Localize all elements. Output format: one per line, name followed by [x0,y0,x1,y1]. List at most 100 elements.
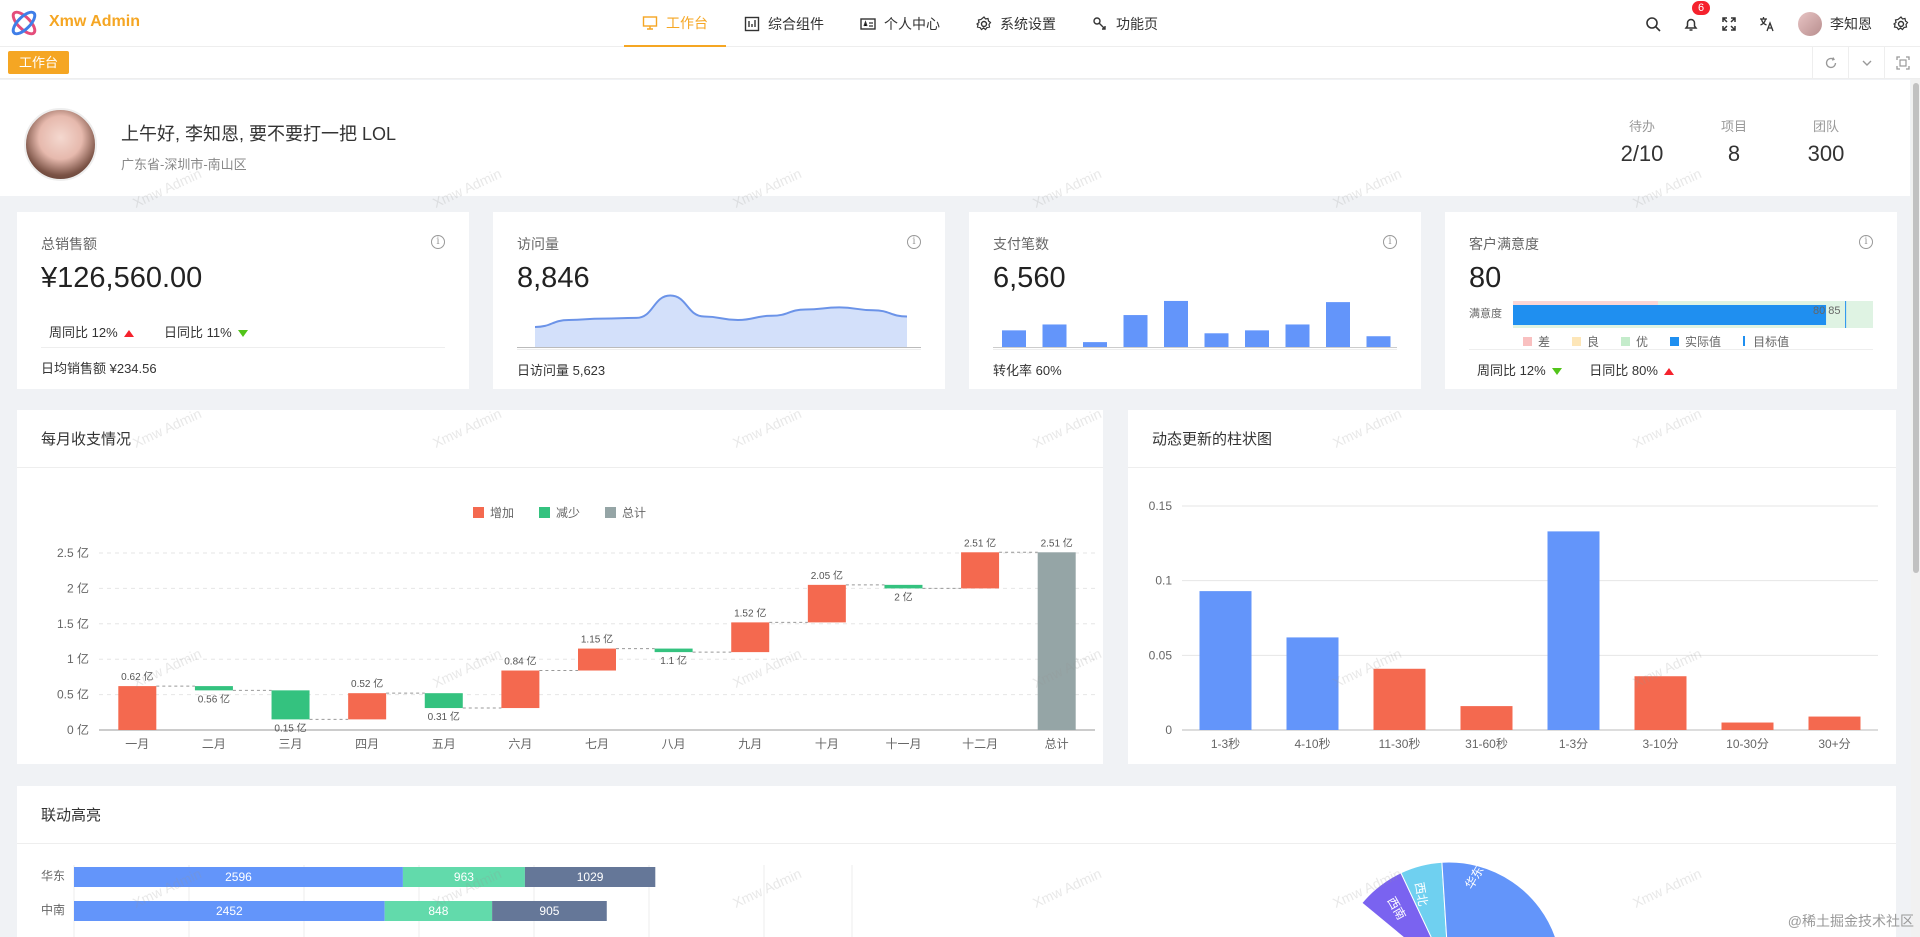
x-tick-label: 4-10秒 [1294,737,1330,751]
waterfall-bar [118,686,157,730]
info-icon[interactable]: i [1859,235,1873,249]
stacked-bar-segment [402,867,525,887]
x-tick-label: 11-30秒 [1379,737,1421,751]
dynamic-bar [1286,637,1339,730]
card-title: 支付笔数 [993,236,1049,252]
payment-bar [1042,324,1067,348]
x-tick-label: 二月 [202,737,226,751]
legend-swatch [473,507,484,518]
x-tick-label: 10-30分 [1726,737,1769,751]
x-tick-label: 五月 [432,737,456,751]
card-footer: 转化率 60% [993,349,1397,379]
greeting: 上午好, 李知恩, 要不要打一把 LOL [121,124,397,144]
chevron-down-icon[interactable] [1848,47,1884,79]
stat-value: 300 [1807,141,1845,166]
stacked-bar-segment [492,901,607,921]
day-compare: 日同比 11% [164,322,248,341]
nav-item-profile[interactable]: 个人中心 [842,0,958,47]
dynamic-bar-panel: 动态更新的柱状图 0 0.05 0.1 0.15 1-3秒 4-10秒 11-30秒 31-6… [1128,410,1896,764]
segment-label: 848 [428,904,448,918]
logo-icon[interactable] [8,9,40,37]
card-footer: 日均销售额 ¥234.56 [41,347,445,377]
segment-label: 905 [539,904,559,918]
bullet-legend: 差 良 优 实际值 目标值 [1523,333,1789,350]
info-icon[interactable]: i [1383,235,1397,249]
nav-label: 功能页 [1116,15,1158,32]
satisfaction-card: 客户满意度 i 80 满意度 80 85 差 良 优 实际值 目标值 周同比 1… [1445,212,1897,389]
actual-bar [1513,305,1827,325]
waterfall-bar [348,693,387,720]
x-tick-label: 1-3分 [1559,737,1588,751]
card-title: 总销售额 [41,236,97,252]
bar-value-label: 2.51 亿 [964,536,996,549]
y-tick-label: 0 亿 [67,722,89,737]
nav-item-components[interactable]: 综合组件 [726,0,842,47]
translate-icon[interactable] [1757,14,1777,34]
day-compare-text: 日同比 80% [1589,363,1658,378]
y-tick-label: 中南 [41,902,65,917]
username[interactable]: 李知恩 [1830,15,1872,32]
info-icon[interactable]: i [431,235,445,249]
stacked-bar-segment [524,867,656,887]
segment-label: 2596 [225,870,252,884]
legend-swatch [1743,336,1746,346]
gear-icon[interactable] [1891,14,1911,34]
bar-value-label: 1.52 亿 [734,606,766,619]
nav-label: 个人中心 [884,15,940,32]
avatar[interactable] [1798,11,1822,36]
y-tick-label: 2 亿 [67,580,89,595]
search-icon[interactable] [1643,14,1663,34]
dynamic-bar [1460,706,1513,730]
bell-icon[interactable]: 6 [1681,0,1712,34]
payment-bar [1366,336,1391,348]
nav-item-functions[interactable]: 功能页 [1074,0,1176,47]
legend-item: 优 [1621,333,1648,350]
stat-value: 2/10 [1620,141,1664,166]
nav-item-workbench[interactable]: 工作台 [624,0,726,47]
card-footer: 周同比 12% 日同比 80% [1469,349,1873,379]
bar-value-label: 0.56 亿 [198,692,230,705]
legend-swatch [1670,337,1680,346]
x-tick-label: 30+分 [1818,737,1850,751]
y-tick-label: 2.5 亿 [57,545,89,560]
fullscreen-content-icon[interactable] [1884,47,1920,79]
linked-highlight-panel: 联动高亮 华东 2596 963 1029 中南 2452 848 905 西南 西北 华东 [17,786,1896,937]
y-tick-label: 0.1 [1155,574,1172,588]
x-tick-label: 八月 [662,737,686,751]
user-location: 广东省-深圳市-南山区 [121,157,247,172]
panel-title: 联动高亮 [17,786,1896,844]
week-compare-text: 周同比 12% [49,325,118,340]
week-compare: 周同比 12% [49,322,134,341]
nav-item-settings[interactable]: 系统设置 [958,0,1074,47]
tab-bar: 工作台 [0,47,1920,79]
fullscreen-icon[interactable] [1719,14,1739,34]
info-icon[interactable]: i [907,235,921,249]
dynamic-bar [1808,716,1861,730]
x-tick-label: 四月 [355,737,379,751]
function-icon [1093,16,1106,30]
bar-value-label: 2.05 亿 [811,569,843,582]
bar-value-label: 2.51 亿 [1041,536,1073,549]
y-tick-label: 0.5 亿 [57,687,89,702]
dynamic-bar [1547,531,1600,730]
segment-label: 963 [454,870,474,884]
tab-workbench[interactable]: 工作台 [8,51,70,74]
bar-value-label: 1.1 亿 [660,654,687,667]
stat-value: 8 [1727,141,1741,166]
app-name[interactable]: Xmw Admin [49,13,140,30]
card-value: ¥126,560.00 [41,262,203,294]
trend-up-icon [123,330,134,338]
x-tick-label: 一月 [125,737,149,751]
dynamic-bar [1634,676,1687,730]
payments-bar-chart [993,300,1397,348]
card-value: 8,846 [517,262,590,294]
satisfaction-bullet-chart [1513,301,1873,328]
refresh-icon[interactable] [1812,47,1848,79]
x-tick-label: 1-3秒 [1211,737,1240,751]
user-avatar [24,108,97,181]
scrollbar-thumb[interactable] [1913,83,1919,573]
waterfall-chart: 0 亿0.5 亿1 亿1.5 亿2 亿2.5 亿增加 减少 总计0.62 亿一月0.… [57,506,1095,751]
card-value: 6,560 [993,262,1066,294]
legend-swatch [1621,337,1631,346]
